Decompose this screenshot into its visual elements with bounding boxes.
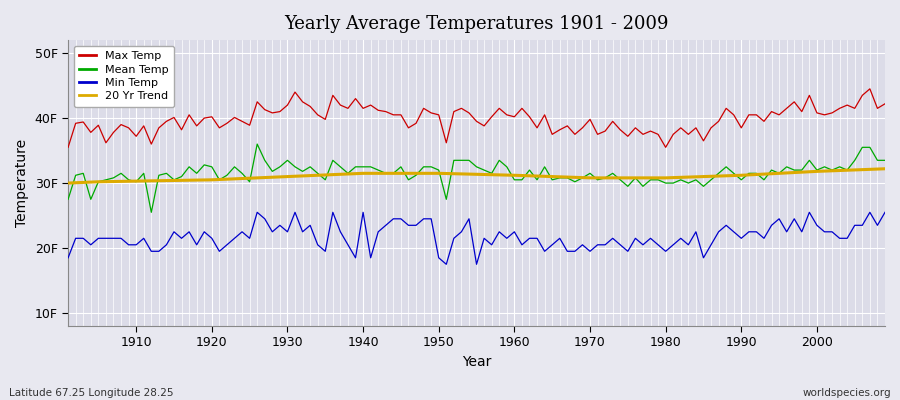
X-axis label: Year: Year (462, 355, 491, 369)
Title: Yearly Average Temperatures 1901 - 2009: Yearly Average Temperatures 1901 - 2009 (284, 15, 669, 33)
Text: Latitude 67.25 Longitude 28.25: Latitude 67.25 Longitude 28.25 (9, 388, 174, 398)
Text: worldspecies.org: worldspecies.org (803, 388, 891, 398)
Legend: Max Temp, Mean Temp, Min Temp, 20 Yr Trend: Max Temp, Mean Temp, Min Temp, 20 Yr Tre… (74, 46, 174, 107)
Y-axis label: Temperature: Temperature (15, 139, 29, 227)
